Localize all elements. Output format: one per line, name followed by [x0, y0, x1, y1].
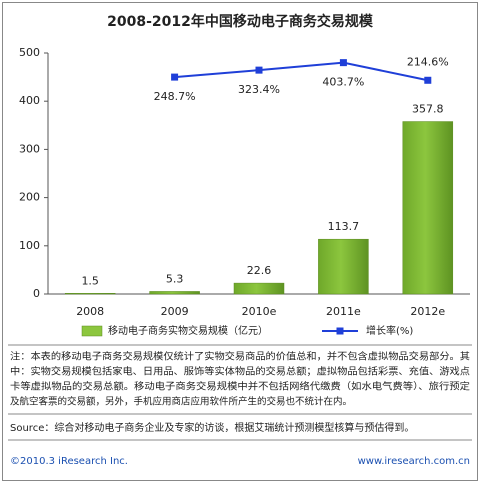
source: Source：综合对移动电子商务企业及专家的访谈，根据艾瑞统计预测模型核算与预估… — [10, 421, 414, 434]
y-tick-label: 200 — [19, 191, 40, 204]
copyright: ©2010.3 iResearch Inc. — [10, 456, 128, 467]
bar-label: 22.6 — [247, 264, 272, 277]
y-tick-label: 300 — [19, 142, 40, 155]
line-label: 403.7% — [322, 76, 364, 89]
legend-swatch — [336, 327, 344, 335]
note-line: 卡等虚拟物品的交易总额。移动电子商务交易规模中并不包括网络代缴费（如水电气费等）… — [10, 381, 471, 393]
line-label: 323.4% — [238, 83, 280, 96]
line-marker — [255, 66, 263, 74]
line-label: 248.7% — [154, 90, 196, 103]
bar-label: 113.7 — [328, 220, 360, 233]
x-tick-label: 2009 — [161, 305, 189, 318]
line — [174, 61, 429, 82]
note-line: 及航空客票的交易额，另外，手机应用商店应用软件所产生的交易也不统计在内。 — [10, 396, 352, 408]
bar-label: 5.3 — [166, 272, 184, 285]
y-tick-label: 100 — [19, 239, 40, 252]
x-tick-label: 2012e — [410, 305, 445, 318]
line-marker — [424, 76, 432, 84]
y-tick-label: 500 — [19, 46, 40, 59]
line-label: 214.6% — [407, 55, 449, 68]
website: www.iresearch.com.cn — [358, 456, 470, 467]
y-tick-label: 0 — [33, 287, 40, 300]
note-line: 注：本表的移动电子商务交易规模仅统计了实物交易商品的价值总和，并不包含虚拟物品交… — [10, 351, 471, 363]
frame — [2, 2, 478, 481]
legend-swatch — [81, 325, 103, 337]
bar — [402, 121, 454, 295]
x-tick-label: 2008 — [76, 305, 104, 318]
bar-label: 1.5 — [81, 274, 99, 287]
legend-label: 移动电子商务实物交易规模（亿元） — [108, 324, 268, 337]
x-tick-label: 2011e — [326, 305, 361, 318]
line-marker — [171, 73, 179, 81]
legend-label: 增长率(%) — [366, 324, 413, 337]
bar — [318, 238, 369, 295]
bar-label: 357.8 — [412, 103, 444, 116]
x-tick-label: 2010e — [242, 305, 277, 318]
chart-title: 2008-2012年中国移动电子商务交易规模 — [107, 13, 374, 30]
line-marker — [339, 59, 347, 67]
y-tick-label: 400 — [19, 94, 40, 107]
bar — [64, 293, 116, 295]
bar — [149, 291, 200, 295]
bar — [233, 282, 285, 295]
note-line: 中：实物交易规模包括家电、日用品、服饰等实体物品的交易总额；虚拟物品包括彩票、充… — [10, 366, 471, 378]
